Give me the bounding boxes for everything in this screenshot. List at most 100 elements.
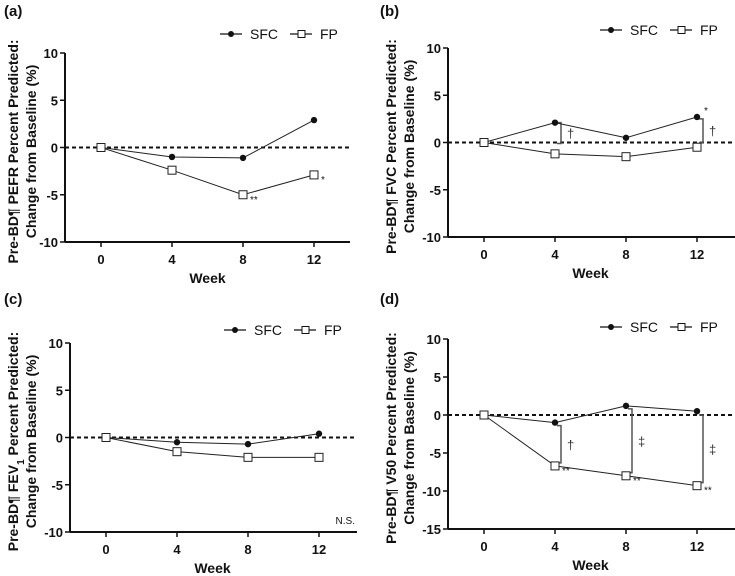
panel-label: (a) [4, 3, 22, 20]
legend-marker-sfc [608, 27, 614, 33]
x-tick-label: 4 [173, 542, 181, 557]
x-tick-label: 12 [312, 542, 326, 557]
significance-annotation: ** [250, 195, 258, 206]
series-line-fp [105, 437, 319, 458]
data-point-fp [692, 481, 702, 491]
panel-c: (c) 10 5 0 -5 -10 0 4 8 12 Week Pre-BD¶ FEV1 Percen… [4, 291, 357, 576]
significance-symbol: † [567, 437, 574, 452]
series-line-sfc [483, 405, 698, 424]
legend-label-sfc: SFC [254, 322, 282, 338]
legend-marker-sfc [232, 327, 238, 333]
panel-d: (d) 10 5 0 -5 -10 -15 0 4 8 12 Week Pre-BD¶ V50 Perc… [380, 291, 735, 573]
y-tick-label: -5 [429, 446, 441, 461]
data-point-fp [550, 149, 560, 159]
legend-marker-sfc [228, 31, 234, 37]
series-line-sfc [483, 116, 698, 143]
y-tick-label: 10 [44, 46, 58, 61]
panel-a: (a) 10 5 0 -5 -10 0 4 8 12 Week Pre-BD¶ PEFR Percen… [4, 3, 350, 286]
data-point-sfc [239, 154, 247, 162]
y-tick-label: -15 [422, 522, 441, 537]
x-axis-title: Week [194, 560, 231, 576]
data-point-sfc [173, 439, 181, 446]
significance-bracket [557, 121, 562, 145]
legend-marker-fp [677, 26, 686, 34]
legend-marker-fp [297, 30, 306, 38]
y-tick-label: 10 [427, 41, 441, 56]
y-tick-label: 0 [434, 408, 441, 423]
data-point-sfc [168, 153, 176, 161]
y-tick-label: 0 [51, 141, 58, 156]
x-tick-label: 8 [244, 542, 251, 557]
legend-label-fp: FP [324, 322, 342, 338]
x-tick-label: 0 [480, 247, 487, 262]
y-tick-label: 0 [434, 136, 441, 151]
x-tick-label: 4 [551, 539, 559, 554]
significance-annotation: ** [562, 466, 570, 477]
legend-label-fp: FP [320, 26, 338, 42]
y-tick-label: -5 [429, 183, 441, 198]
y-tick-label: -10 [422, 230, 441, 245]
significance-symbol: † [709, 124, 716, 139]
y-tick-label: 5 [434, 88, 441, 103]
y-tick-label: -10 [44, 525, 63, 540]
significance-symbol: † [567, 126, 574, 141]
y-tick-label: 0 [56, 431, 63, 446]
data-point-sfc [315, 430, 323, 437]
x-tick-label: 4 [168, 252, 176, 267]
data-point-fp [621, 471, 631, 481]
data-point-sfc [551, 119, 559, 126]
data-point-fp [550, 461, 560, 471]
data-point-fp [309, 170, 319, 180]
y-tick-label: 5 [51, 93, 58, 108]
significance-annotation: ** [633, 476, 641, 487]
legend-label-fp: FP [700, 22, 718, 38]
x-tick-label: 12 [690, 247, 704, 262]
series-line-fp [483, 414, 698, 487]
legend-marker-sfc [608, 324, 614, 330]
y-axis-title-line2: Change from Baseline (%) [23, 355, 39, 528]
significance-bracket [699, 118, 704, 144]
legend: SFC FP [224, 322, 342, 338]
x-axis-title: Week [572, 557, 609, 573]
data-point-fp [621, 152, 631, 162]
x-axis-title: Week [572, 265, 609, 281]
y-axis-title-line1: Pre-BD¶ FVC Percent Predicted: [383, 39, 399, 254]
x-axis-title: Week [189, 270, 226, 286]
panel-b: (b) 10 5 0 -5 -10 0 4 8 12 Week Pre-BD¶ FVC Percent… [380, 3, 735, 281]
y-tick-label: -10 [39, 235, 58, 250]
data-point-sfc [693, 408, 701, 415]
data-point-sfc [310, 116, 318, 124]
data-point-sfc [693, 113, 701, 121]
data-point-fp [167, 165, 177, 175]
y-tick-label: 5 [56, 383, 63, 398]
legend-label-sfc: SFC [630, 22, 658, 38]
x-tick-label: 8 [622, 247, 629, 262]
x-tick-label: 12 [690, 539, 704, 554]
not-significant-note: N.S. [336, 516, 355, 527]
data-point-fp [479, 410, 489, 420]
panel-label: (d) [380, 291, 399, 308]
data-point-fp [692, 142, 702, 152]
x-tick-label: 0 [102, 542, 109, 557]
legend: SFC FP [600, 319, 718, 335]
series-line-sfc [100, 119, 315, 159]
significance-annotation: ** [704, 486, 712, 497]
legend: SFC FP [600, 22, 718, 38]
x-tick-label: 4 [551, 247, 559, 262]
significance-bracket [699, 414, 704, 484]
data-point-fp [314, 452, 324, 462]
data-point-fp [172, 447, 182, 457]
y-axis-title-line1: Pre-BD¶ FEV1 Percent Predicted: [5, 332, 27, 552]
data-point-sfc [622, 134, 630, 141]
y-tick-label: -5 [46, 188, 58, 203]
significance-annotation: * [704, 106, 708, 117]
significance-bracket [557, 424, 562, 464]
data-point-sfc [551, 419, 559, 426]
series-line-fp [100, 147, 315, 196]
significance-annotation: * [321, 175, 325, 186]
y-tick-label: 10 [49, 336, 63, 351]
legend-label-fp: FP [700, 319, 718, 335]
y-tick-label: 5 [434, 370, 441, 385]
series-line-fp [483, 142, 698, 158]
